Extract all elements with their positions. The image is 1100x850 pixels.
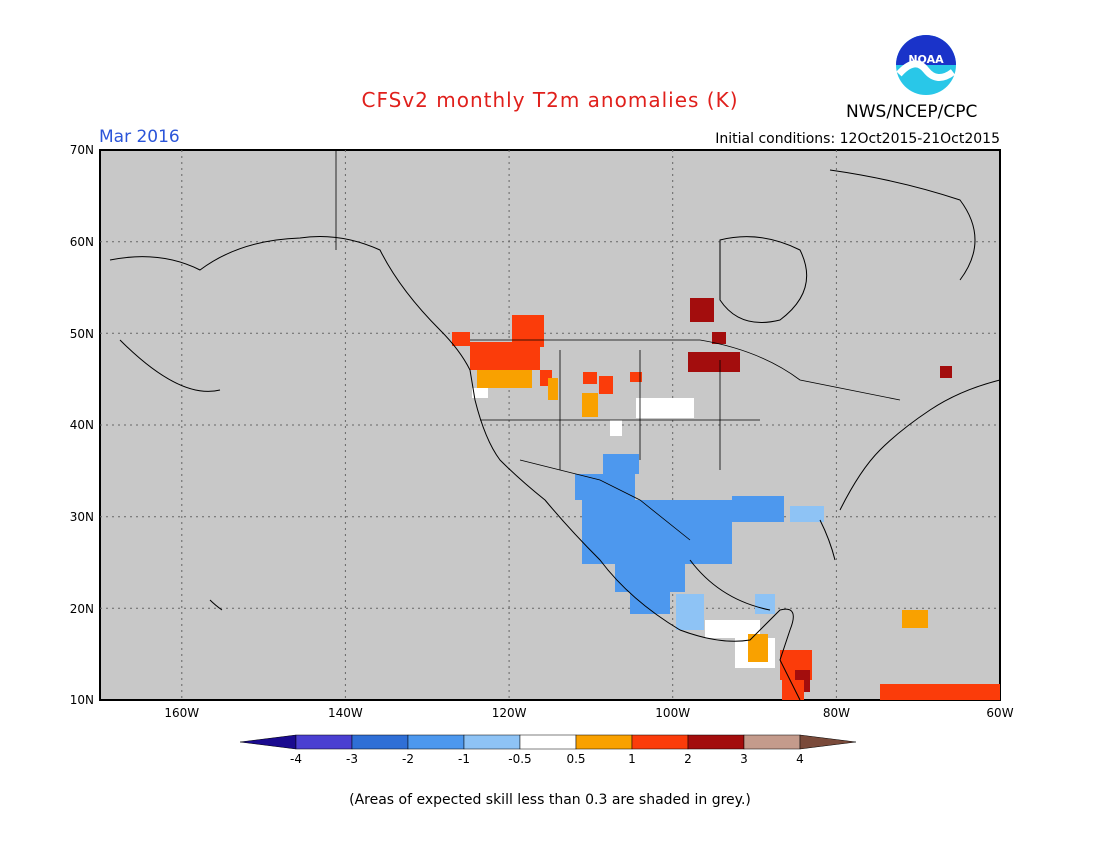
colorbar-label: 4	[796, 752, 804, 766]
lat-label-30n: 30N	[70, 510, 94, 524]
colorbar: -4 -3 -2 -1 -0.5 0.5 1 2 3 4	[239, 734, 857, 766]
colorbar-arrow-low	[239, 734, 297, 750]
colorbar-cell	[463, 734, 521, 750]
colorbar-label: 2	[684, 752, 692, 766]
lon-label-100w: 100W	[655, 706, 690, 720]
latitude-labels: 70N 60N 50N 40N 30N 20N 10N	[70, 143, 94, 707]
coastlines	[109, 169, 1001, 701]
lon-label-140w: 140W	[328, 706, 363, 720]
lat-label-20n: 20N	[70, 602, 94, 616]
colorbar-label: -4	[290, 752, 302, 766]
initial-conditions: Initial conditions: 12Oct2015-21Oct2015	[715, 131, 1000, 147]
colorbar-cells	[239, 734, 857, 750]
lon-label-160w: 160W	[164, 706, 199, 720]
colorbar-cell	[295, 734, 353, 750]
lat-label-10n: 10N	[70, 693, 94, 707]
warm-anomaly-northwest	[452, 315, 642, 417]
colorbar-arrow-high	[799, 734, 857, 750]
colorbar-cell	[351, 734, 409, 750]
anomaly-map: 70N 60N 50N 40N 30N 20N 10N 160W 140W 12…	[70, 143, 1014, 720]
map-title: CFSv2 monthly T2m anomalies (K)	[361, 88, 739, 112]
skill-note: (Areas of expected skill less than 0.3 a…	[349, 792, 751, 808]
colorbar-cell	[631, 734, 689, 750]
borders	[335, 150, 901, 541]
colorbar-label: 1	[628, 752, 636, 766]
lon-label-80w: 80W	[823, 706, 850, 720]
colorbar-cell	[519, 734, 577, 750]
hot-anomaly-great-lakes	[688, 298, 952, 378]
colorbar-cell	[687, 734, 745, 750]
colorbar-label: 0.5	[566, 752, 585, 766]
colorbar-cell	[407, 734, 465, 750]
lat-label-50n: 50N	[70, 327, 94, 341]
longitude-labels: 160W 140W 120W 100W 80W 60W	[164, 706, 1013, 720]
lon-label-60w: 60W	[986, 706, 1013, 720]
colorbar-labels: -4 -3 -2 -1 -0.5 0.5 1 2 3 4	[290, 752, 804, 766]
lat-label-60n: 60N	[70, 235, 94, 249]
graticule	[100, 150, 1000, 700]
colorbar-cell	[575, 734, 633, 750]
lon-label-120w: 120W	[492, 706, 527, 720]
lat-label-70n: 70N	[70, 143, 94, 157]
colorbar-label: -2	[402, 752, 414, 766]
noaa-logo-icon: NOAA	[896, 35, 956, 95]
forecast-month: Mar 2016	[99, 127, 180, 147]
colorbar-label: 3	[740, 752, 748, 766]
cold-anomaly-south	[575, 454, 824, 630]
lat-label-40n: 40N	[70, 418, 94, 432]
colorbar-cell	[743, 734, 801, 750]
agency-label: NWS/NCEP/CPC	[846, 102, 978, 122]
colorbar-label: -0.5	[508, 752, 531, 766]
near-normal-plains	[610, 398, 694, 436]
logo-text: NOAA	[908, 53, 944, 66]
colorbar-label: -1	[458, 752, 470, 766]
colorbar-label: -3	[346, 752, 358, 766]
mixed-anomaly-central-america	[705, 610, 1000, 700]
